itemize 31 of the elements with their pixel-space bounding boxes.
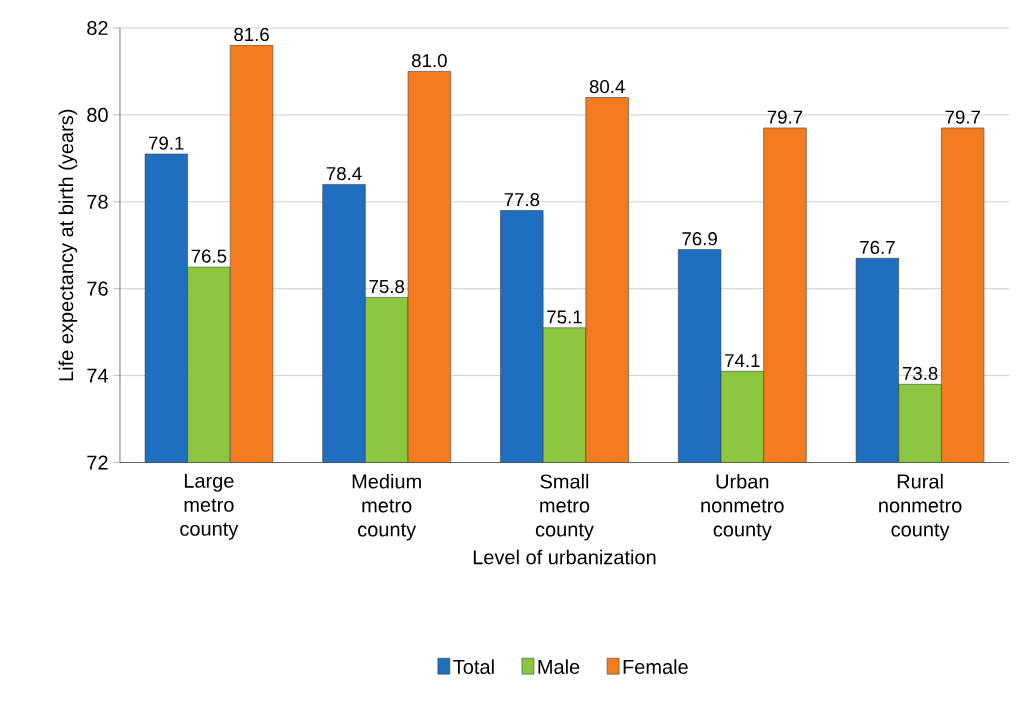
x-tick-label: Small metro county <box>535 473 594 541</box>
data-label: 81.6 <box>234 27 269 41</box>
data-label: 78.4 <box>326 166 362 180</box>
data-label: 80.4 <box>589 79 625 94</box>
x-tick-label: Urban nonmetro county <box>701 473 784 541</box>
y-tick-label: 80 <box>87 107 108 122</box>
data-label: 76.5 <box>191 249 227 263</box>
data-label: 77.8 <box>504 192 540 207</box>
data-label: 75.1 <box>547 310 582 324</box>
data-label: 81.0 <box>412 53 447 67</box>
data-label: 74.1 <box>725 353 760 367</box>
data-label: 73.8 <box>902 366 938 380</box>
legend-label: Total <box>453 659 494 674</box>
y-axis-title: Life expectancy at birth (years) <box>58 109 78 381</box>
legend-label: Female <box>623 659 688 674</box>
y-tick-label: 72 <box>87 455 108 470</box>
x-tick-label: Rural nonmetro county <box>879 473 962 541</box>
data-label: 76.7 <box>860 240 895 254</box>
y-tick-label: 74 <box>87 368 109 383</box>
y-tick-label: 76 <box>87 281 108 296</box>
data-label: 79.1 <box>149 136 184 150</box>
y-tick-label: 78 <box>87 194 108 209</box>
data-label: 79.7 <box>767 110 803 124</box>
y-tick-label: 82 <box>87 20 108 35</box>
data-label: 79.7 <box>945 110 980 124</box>
data-label: 76.9 <box>682 231 717 246</box>
data-label: 75.8 <box>369 279 405 293</box>
legend-label: Male <box>538 659 580 674</box>
x-tick-label: Large metro county <box>180 473 239 540</box>
x-axis-title: Level of urbanization <box>473 549 656 565</box>
x-tick-label: Medium metro county <box>352 473 421 541</box>
